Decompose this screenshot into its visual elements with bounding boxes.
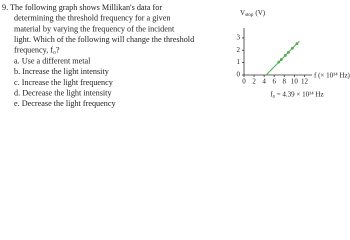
y-axis-label-symbol: V: [240, 9, 245, 17]
data-point: [283, 54, 287, 57]
data-point: [290, 46, 294, 50]
data-point: [286, 50, 290, 54]
answer-option: e. Decrease the light frequency: [14, 99, 117, 108]
y-tick-label: 1: [237, 58, 241, 66]
answer-option: d. Decrease the light intensity: [14, 88, 112, 97]
x-tick-label: 0: [242, 78, 246, 86]
x-tick-label: 2: [252, 78, 256, 86]
question-line: light. Which of the following will chang…: [14, 35, 194, 44]
fit-line: [265, 40, 300, 76]
page: {"question":{"lines":["9. The following …: [0, 0, 350, 108]
y-tick-label: 0: [237, 71, 241, 79]
y-tick-label: 2: [237, 46, 241, 54]
question-line: material by varying the frequency of the…: [14, 24, 175, 33]
x-tick-label: 12: [301, 78, 309, 86]
x-tick-label: 4: [262, 78, 266, 86]
x-tick-label: 6: [272, 78, 276, 86]
y-tick-label: 3: [237, 34, 241, 42]
answer-option: a. Use a different metal: [14, 56, 91, 65]
y-axis-label-unit: (V): [255, 9, 265, 17]
y-axis-label: Vstop (V): [240, 9, 266, 19]
y-axis-label-sub: stop: [245, 13, 254, 18]
answer-option: c. Increase the light frequency: [14, 78, 114, 87]
data-point: [277, 60, 281, 64]
x-axis-label: f (× 10¹⁴ Hz): [314, 72, 350, 80]
question-line: determining the threshold frequency for …: [14, 14, 170, 23]
x-tick-label: 10: [291, 78, 299, 86]
question-line: frequency, f₀?: [14, 46, 60, 55]
question-line: 9. The following graph shows Millikan's …: [2, 3, 162, 12]
answer-option: b. Increase the light intensity: [14, 67, 110, 76]
annotation: f₀ = 4.39 × 10¹⁴ Hz: [270, 91, 323, 99]
question-figure: 9. The following graph shows Millikan's …: [2, 3, 350, 108]
x-tick-label: 8: [283, 78, 287, 86]
data-point: [295, 42, 299, 46]
data-point: [279, 58, 283, 61]
